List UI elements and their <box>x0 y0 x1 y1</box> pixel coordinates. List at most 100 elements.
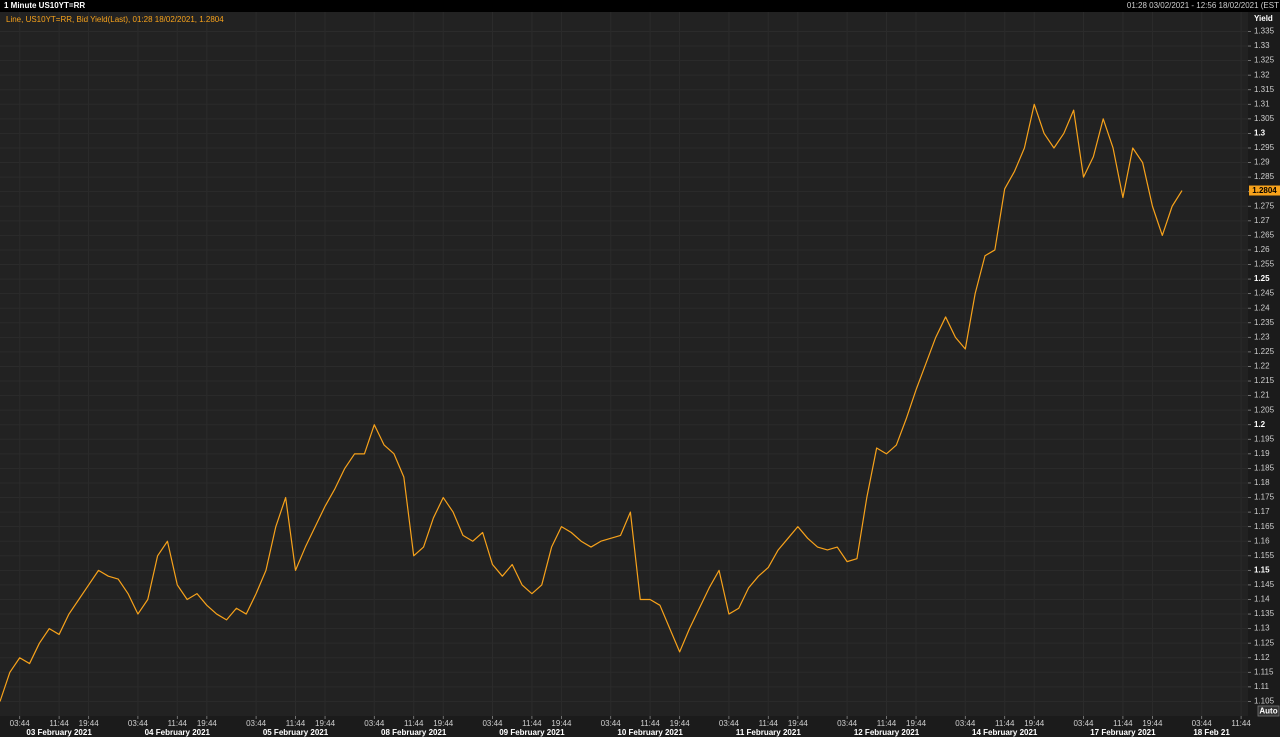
x-axis-panel <box>0 716 1280 737</box>
x-tick-label: 19:44 <box>79 719 100 728</box>
y-tick-label: 1.13 <box>1254 624 1270 633</box>
date-label: 17 February 2021 <box>1090 728 1156 737</box>
y-tick-label: 1.335 <box>1254 27 1275 36</box>
y-tick-label: 1.17 <box>1254 507 1270 516</box>
x-tick-label: 03:44 <box>955 719 976 728</box>
y-tick-label: 1.24 <box>1254 303 1270 312</box>
y-tick-label: 1.325 <box>1254 56 1275 65</box>
y-tick-label: 1.18 <box>1254 478 1270 487</box>
y-tick-label: 1.16 <box>1254 536 1270 545</box>
y-tick-label: 1.27 <box>1254 216 1270 225</box>
date-label: 11 February 2021 <box>736 728 801 737</box>
x-tick-label: 03:44 <box>1192 719 1213 728</box>
x-tick-label: 11:44 <box>168 719 188 728</box>
y-tick-label: 1.31 <box>1254 99 1270 108</box>
y-tick-label: 1.3 <box>1254 129 1266 138</box>
y-tick-label: 1.175 <box>1254 493 1275 502</box>
y-tick-label: 1.245 <box>1254 289 1275 298</box>
y-tick-label: 1.255 <box>1254 260 1275 269</box>
last-value-label: 1.2804 <box>1252 186 1277 195</box>
y-tick-label: 1.21 <box>1254 391 1270 400</box>
y-tick-label: 1.14 <box>1254 595 1270 604</box>
autoscale-button[interactable]: Auto <box>1259 707 1277 716</box>
x-tick-label: 11:44 <box>522 719 542 728</box>
x-tick-label: 19:44 <box>788 719 809 728</box>
y-tick-label: 1.11 <box>1254 682 1270 691</box>
y-tick-label: 1.12 <box>1254 653 1270 662</box>
x-tick-label: 11:44 <box>286 719 306 728</box>
y-tick-label: 1.19 <box>1254 449 1270 458</box>
x-tick-label: 11:44 <box>759 719 779 728</box>
y-tick-label: 1.285 <box>1254 172 1275 181</box>
x-tick-label: 11:44 <box>49 719 69 728</box>
x-tick-label: 03:44 <box>837 719 858 728</box>
y-tick-label: 1.115 <box>1254 667 1274 676</box>
x-tick-label: 19:44 <box>551 719 572 728</box>
y-tick-label: 1.185 <box>1254 464 1275 473</box>
y-tick-label: 1.125 <box>1254 638 1275 647</box>
date-label: 08 February 2021 <box>381 728 447 737</box>
last-value-box <box>1249 185 1280 196</box>
x-tick-label: 19:44 <box>906 719 927 728</box>
title-bar <box>0 0 1280 12</box>
date-label: 14 February 2021 <box>972 728 1038 737</box>
y-tick-label: 1.23 <box>1254 332 1270 341</box>
x-tick-label: 03:44 <box>1073 719 1094 728</box>
date-label: 10 February 2021 <box>617 728 683 737</box>
y-tick-label: 1.235 <box>1254 318 1275 327</box>
date-label: 12 February 2021 <box>854 728 920 737</box>
y-tick-label: 1.315 <box>1254 85 1275 94</box>
x-tick-label: 19:44 <box>197 719 218 728</box>
x-tick-label: 03:44 <box>128 719 149 728</box>
x-tick-label: 11:44 <box>877 719 897 728</box>
x-tick-label: 03:44 <box>719 719 740 728</box>
x-tick-label: 03:44 <box>246 719 267 728</box>
x-tick-label: 03:44 <box>482 719 503 728</box>
y-tick-label: 1.105 <box>1254 697 1275 706</box>
x-tick-label: 19:44 <box>670 719 691 728</box>
x-tick-label: 03:44 <box>364 719 385 728</box>
y-tick-label: 1.135 <box>1254 609 1275 618</box>
x-tick-label: 19:44 <box>315 719 336 728</box>
chart-title: 1 Minute US10YT=RR <box>4 1 85 10</box>
legend-entry: Line, US10YT=RR, Bid Yield(Last), 01:28 … <box>6 15 224 24</box>
y-tick-label: 1.215 <box>1254 376 1275 385</box>
x-tick-label: 03:44 <box>10 719 31 728</box>
x-tick-label: 11:44 <box>640 719 660 728</box>
y-tick-label: 1.165 <box>1254 522 1275 531</box>
y-tick-label: 1.205 <box>1254 405 1275 414</box>
y-tick-label: 1.32 <box>1254 70 1270 79</box>
y-tick-label: 1.22 <box>1254 362 1270 371</box>
time-range: 01:28 03/02/2021 - 12:56 18/02/2021 (EST <box>1127 1 1279 10</box>
date-label: 09 February 2021 <box>499 728 565 737</box>
date-label: 03 February 2021 <box>26 728 92 737</box>
date-label: 05 February 2021 <box>263 728 329 737</box>
x-tick-label: 19:44 <box>1142 719 1163 728</box>
y-tick-label: 1.145 <box>1254 580 1275 589</box>
y-tick-label: 1.265 <box>1254 230 1275 239</box>
y-tick-label: 1.15 <box>1254 565 1270 574</box>
y-tick-label: 1.33 <box>1254 41 1270 50</box>
autoscale-button-box[interactable] <box>1257 705 1280 717</box>
x-tick-label: 11:44 <box>995 719 1015 728</box>
x-tick-label: 11:44 <box>404 719 424 728</box>
x-tick-label: 11:44 <box>1231 719 1251 728</box>
y-tick-label: 1.29 <box>1254 158 1270 167</box>
x-tick-label: 11:44 <box>1113 719 1133 728</box>
x-tick-label: 19:44 <box>433 719 454 728</box>
y-tick-label: 1.155 <box>1254 551 1275 560</box>
y-tick-label: 1.295 <box>1254 143 1275 152</box>
y-tick-label: 1.2 <box>1254 420 1266 429</box>
plot-area <box>0 12 1248 716</box>
y-tick-label: 1.275 <box>1254 201 1275 210</box>
price-line <box>0 103 1183 702</box>
x-tick-label: 03:44 <box>601 719 622 728</box>
y-tick-label: 1.305 <box>1254 114 1275 123</box>
date-label: 04 February 2021 <box>145 728 211 737</box>
y-tick-label: 1.25 <box>1254 274 1270 283</box>
y-tick-label: 1.225 <box>1254 347 1275 356</box>
y-axis-label: Yield <box>1254 14 1273 23</box>
date-label: 18 Feb 21 <box>1193 728 1230 737</box>
x-tick-label: 19:44 <box>1024 719 1045 728</box>
